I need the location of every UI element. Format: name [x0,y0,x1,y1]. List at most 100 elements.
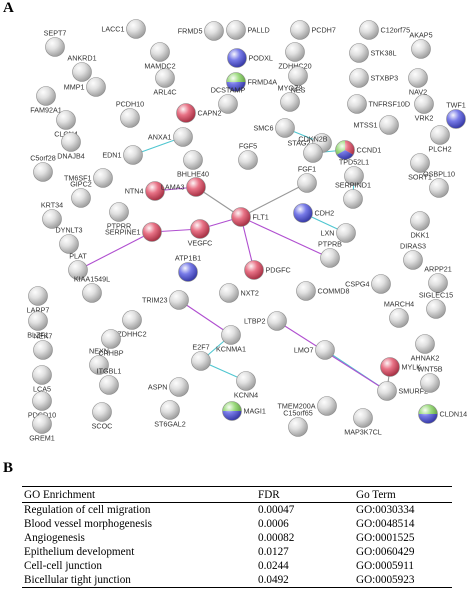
node-wnt5b[interactable]: WNT5B [417,365,443,393]
node-dynlt3[interactable]: DYNLT3 [55,226,83,254]
node-smurf2[interactable]: SMURF2 [377,381,429,401]
node-magi1[interactable]: MAGI1 [222,401,266,421]
node-flt1[interactable]: FLT1 [231,207,269,227]
node-cdkn2b[interactable]: CDKN2B [298,135,328,163]
node-c12orf75[interactable]: C12orf75 [359,20,411,40]
node-dkk1[interactable]: DKK1 [410,211,430,240]
node-edn1[interactable]: EDN1 [102,145,143,165]
node-ptprr[interactable]: PTPRR [107,202,131,231]
node-serpine1[interactable]: SERPINE1 [105,222,162,242]
node-map3k7cl[interactable]: MAP3K7CL [344,408,382,437]
node-sept7[interactable]: SEPT7 [44,29,67,57]
node-krt34[interactable]: KRT34 [41,201,63,229]
node-diras3[interactable]: DIRAS3 [400,242,426,270]
node-tm6sf1[interactable]: TM6SF1 [64,168,113,188]
node-osbpl10[interactable]: OSBPL10 [423,170,455,198]
node-cldn14[interactable]: CLDN14 [418,404,468,424]
node-lca5[interactable]: LCA5 [32,365,52,394]
node-ahnak2[interactable]: AHNAK2 [411,334,440,363]
node-march4[interactable]: MARCH4 [384,300,414,328]
node-twf1[interactable]: TWF1 [446,101,466,129]
node-fgf5[interactable]: FGF5 [238,142,258,170]
node-pcdh10[interactable]: PCDH10 [116,100,144,128]
node-cdh2[interactable]: CDH2 [293,203,335,223]
node-kcnma1[interactable]: KCNMA1 [216,325,246,354]
node-c5orf28[interactable]: C5orf28 [30,154,56,182]
node-lmo7[interactable]: LMO7 [294,340,335,360]
node-mylk[interactable]: MYLK [380,357,422,377]
node-kcnn4[interactable]: KCNN4 [234,371,258,400]
node-stxbp3[interactable]: STXBP3 [349,68,399,88]
node-dnajb4[interactable]: DNAJB4 [57,132,85,161]
node-gipc2[interactable]: GIPC2 [70,180,92,208]
node-palld[interactable]: PALLD [226,20,270,40]
node-siglec15[interactable]: SIGLEC15 [419,291,453,319]
node-ptprb[interactable]: PTPRB [318,240,342,268]
node-lacc1[interactable]: LACC1 [101,19,146,39]
node-mtss1[interactable]: MTSS1 [354,115,399,135]
node-blzf1[interactable]: BLZF1 [27,311,49,340]
node-stk38l[interactable]: STK38L [349,43,397,63]
node-plat[interactable]: PLAT [68,252,88,280]
node-fam92a1[interactable]: FAM92A1 [30,86,62,115]
node-cspg4[interactable]: CSPG4 [345,274,391,294]
node-label: PDGFC [266,266,291,275]
node-arl4c[interactable]: ARL4C [153,68,177,97]
node-smc6[interactable]: SMC6 [254,118,295,138]
node-ankrd1[interactable]: ANKRD1 [67,54,97,82]
node-zdhhc20[interactable]: ZDHHC20 [278,42,312,71]
node-nes[interactable]: NES [288,66,308,95]
node-e2f7[interactable]: E2F7 [191,343,211,371]
node-lxn[interactable]: LXN [321,223,356,243]
node-nek7[interactable]: NEK7 [33,332,53,360]
node-sort1[interactable]: SORT1 [408,153,432,182]
node-zdhhc2[interactable]: ZDHHC2 [117,310,147,339]
node-larp7[interactable]: LARP7 [27,286,50,315]
node-bhlhe40[interactable]: BHLHE40 [177,150,209,179]
node-mamdc2[interactable]: MAMDC2 [144,42,176,71]
node-frmd4a[interactable]: FRMD4A [226,72,278,92]
node-itgbl1[interactable]: ITGBL1 [97,367,122,395]
node-highlight [227,48,247,68]
node-ccnd1[interactable]: CCND1 [335,140,382,160]
node-lama3[interactable]: LAMA3 [161,177,206,197]
node-anxa1[interactable]: ANXA1 [148,127,193,147]
node-vrk2[interactable]: VRK2 [414,94,434,123]
node-frmd5[interactable]: FRMD5 [178,21,224,41]
node-akap5[interactable]: AKAP5 [409,31,433,59]
node-podxl[interactable]: PODXL [227,48,273,68]
node-label: TMEM200A [278,402,316,411]
node-myoz2[interactable]: MYOZ2 [278,84,303,112]
node-fgf1[interactable]: FGF1 [297,165,317,193]
node-dcstamp[interactable]: DCSTAMP [211,86,246,114]
node-serpind1[interactable]: SERPIND1 [335,181,371,209]
node-ntn4[interactable]: NTN4 [125,181,165,201]
node-arpp21[interactable]: ARPP21 [424,265,452,293]
node-pcdh7[interactable]: PCDH7 [290,20,336,40]
node-pdgfc[interactable]: PDGFC [244,260,291,280]
node-st6gal2[interactable]: ST6GAL2 [154,400,186,429]
node-label: TM6SF1 [64,174,92,183]
node-kiaa1549l[interactable]: KIAA1549L [74,275,110,303]
node-ltbp2[interactable]: LTBP2 [244,311,287,331]
node-nexn[interactable]: NEXN [89,347,109,375]
node-plch2[interactable]: PLCH2 [428,125,452,154]
node-commd8[interactable]: COMMD8 [296,281,350,301]
node-tpd52l1[interactable]: TPD52L1 [339,158,369,186]
node-scoc[interactable]: SCOC [92,402,113,431]
node-tnfrsf10d[interactable]: TNFRSF10D [347,94,411,114]
node-nav2[interactable]: NAV2 [408,68,428,97]
node-grem1[interactable]: GREM1 [29,414,55,443]
node-vegfc[interactable]: VEGFC [188,219,213,248]
go-term-cell: GO:0060429 [356,546,415,558]
node-capn2[interactable]: CAPN2 [176,103,222,123]
node-trim23[interactable]: TRIM23 [142,290,189,310]
node-highlight [414,94,434,114]
node-atp1b1[interactable]: ATP1B1 [175,254,201,282]
node-c15orf65[interactable]: C15orf65 [283,409,313,437]
node-nxt2[interactable]: NXT2 [219,283,259,303]
node-tmem200a[interactable]: TMEM200A [278,396,337,416]
node-crhbp[interactable]: CRHBP [98,329,124,358]
node-mmp1[interactable]: MMP1 [64,77,106,97]
node-aspn[interactable]: ASPN [148,377,189,397]
